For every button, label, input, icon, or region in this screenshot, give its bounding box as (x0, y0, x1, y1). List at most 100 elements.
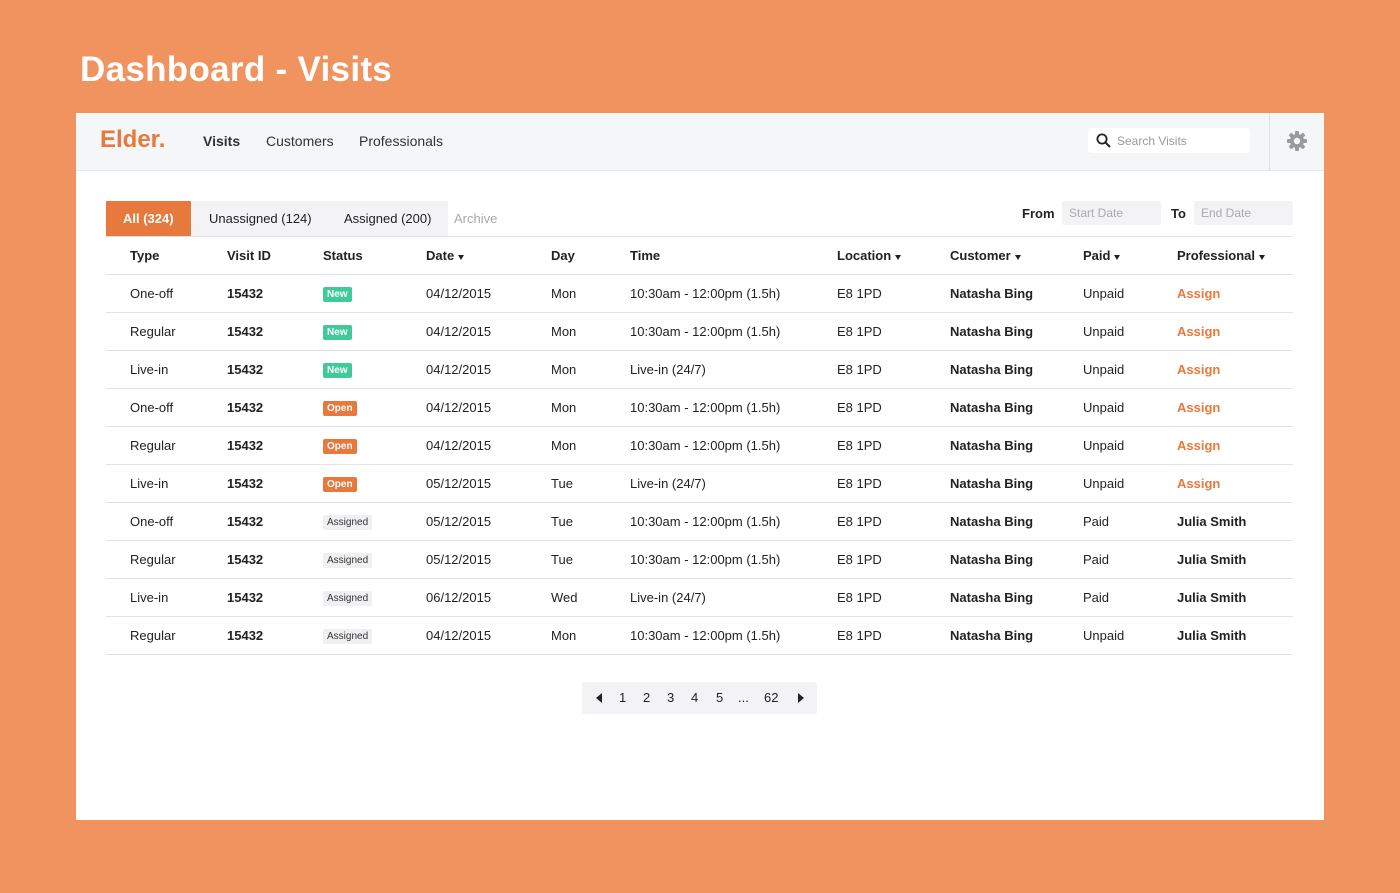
cell-text: Live-in (130, 476, 169, 491)
table-cell: Tue (551, 464, 630, 503)
table-cell: Mon (551, 616, 630, 655)
table-cell: 05/12/2015 (426, 502, 551, 541)
table-row: One-off 15432 Open 04/12/2015 Mon 10:30am - 1… (106, 388, 1293, 427)
table-cell: Natasha Bing (950, 388, 1083, 427)
professional[interactable]: Julia Smith (1177, 628, 1247, 643)
cell-text: E8 1PD (837, 286, 882, 301)
table-cell: Natasha Bing (950, 312, 1083, 351)
table-cell: 15432 (227, 388, 323, 427)
table-cell: E8 1PD (837, 388, 950, 427)
cell-text: Regular (130, 324, 176, 339)
logo[interactable]: Elder. (100, 126, 166, 153)
tab[interactable]: Assigned (200) (327, 201, 449, 236)
cell-text: Natasha Bing (950, 324, 1034, 339)
table-cell: Paid (1083, 502, 1177, 541)
cell-text: Tue (551, 514, 573, 529)
next-page[interactable] (798, 693, 804, 703)
search-icon (1096, 133, 1111, 148)
sort-arrow[interactable] (1014, 255, 1021, 260)
cell-text: Live-in (130, 362, 169, 377)
column-header[interactable]: Date (426, 236, 551, 275)
column-header: Day (551, 236, 630, 275)
cell-text: Mon (551, 286, 577, 301)
table-cell: Live-in (24/7) (630, 350, 837, 389)
column-header[interactable]: Paid (1083, 236, 1177, 275)
table-cell: 04/12/2015 (426, 388, 551, 427)
nav-link[interactable]: Professionals (359, 133, 444, 149)
cell-text: Natasha Bing (950, 362, 1034, 377)
table-cell: Julia Smith (1177, 578, 1293, 617)
table-cell: 04/12/2015 (426, 274, 551, 313)
professional[interactable]: Julia Smith (1177, 514, 1247, 529)
column-header[interactable]: Location (837, 236, 950, 275)
table-cell: Natasha Bing (950, 616, 1083, 655)
column-header[interactable]: Customer (950, 236, 1083, 275)
table-cell: 15432 (227, 312, 323, 351)
cell-text: 15432 (227, 286, 264, 301)
table-cell: 10:30am - 12:00pm (1.5h) (630, 616, 837, 655)
page-link[interactable]: 62 (764, 690, 779, 705)
prev-page[interactable] (596, 693, 602, 703)
nav-link[interactable]: Customers (266, 133, 334, 149)
settings-icon[interactable] (1286, 130, 1308, 152)
cell-text: Natasha Bing (950, 438, 1034, 453)
column-header-text: Paid (1083, 248, 1111, 263)
cell-text: 10:30am - 12:00pm (1.5h) (630, 438, 781, 453)
sort-arrow[interactable] (895, 255, 902, 260)
sort-arrow[interactable] (1259, 255, 1266, 260)
column-header-text: Date (426, 248, 455, 263)
sort-arrow[interactable] (458, 255, 465, 260)
professional[interactable]: Assign (1177, 438, 1221, 453)
table-cell: 04/12/2015 (426, 426, 551, 465)
table-cell: Natasha Bing (950, 502, 1083, 541)
table-cell: 15432 (227, 540, 323, 579)
sort-arrow[interactable] (1114, 255, 1121, 260)
tab[interactable]: All (324) (106, 201, 191, 236)
start-date-input[interactable]: Start Date (1062, 201, 1161, 225)
status-badge: Assigned (323, 515, 373, 530)
table-cell: One-off (106, 502, 227, 541)
column-header-text: Location (837, 248, 892, 263)
search-box[interactable]: Search Visits (1088, 128, 1250, 153)
cell-text: E8 1PD (837, 590, 882, 605)
table-cell: Unpaid (1083, 426, 1177, 465)
table-cell: Paid (1083, 540, 1177, 579)
cell-text: 15432 (227, 514, 264, 529)
table-cell: E8 1PD (837, 426, 950, 465)
professional[interactable]: Assign (1177, 324, 1221, 339)
professional[interactable]: Assign (1177, 362, 1221, 377)
column-header-text: Professional (1177, 248, 1256, 263)
page-link[interactable]: 1 (619, 690, 627, 705)
page-link[interactable]: ... (738, 690, 749, 705)
column-header[interactable]: Professional (1177, 236, 1293, 275)
cell-text: 04/12/2015 (426, 438, 492, 453)
page-link[interactable]: 2 (643, 690, 651, 705)
cell-text: 10:30am - 12:00pm (1.5h) (630, 324, 781, 339)
professional[interactable]: Julia Smith (1177, 590, 1247, 605)
column-header-text: Status (323, 248, 363, 263)
professional[interactable]: Julia Smith (1177, 552, 1247, 567)
status-badge: Assigned (323, 591, 373, 606)
table-cell: Natasha Bing (950, 350, 1083, 389)
table-cell: Live-in (24/7) (630, 578, 837, 617)
table-row: Regular 15432 Assigned 04/12/2015 Mon 10:30am… (106, 616, 1293, 655)
table-cell: Natasha Bing (950, 464, 1083, 503)
tab[interactable]: Unassigned (124) (192, 201, 329, 236)
table-cell: New (323, 312, 426, 351)
page-link[interactable]: 5 (716, 690, 724, 705)
end-date-input[interactable]: End Date (1194, 201, 1293, 225)
cell-text: Tue (551, 476, 573, 491)
page-link[interactable]: 4 (691, 690, 699, 705)
table-cell: 10:30am - 12:00pm (1.5h) (630, 274, 837, 313)
tab[interactable]: Archive (454, 211, 498, 226)
page-link[interactable]: 3 (667, 690, 675, 705)
cell-text: Natasha Bing (950, 476, 1034, 491)
professional[interactable]: Assign (1177, 286, 1221, 301)
cell-text: Live-in (130, 590, 169, 605)
table-cell: Open (323, 464, 426, 503)
professional[interactable]: Assign (1177, 400, 1221, 415)
professional[interactable]: Assign (1177, 476, 1221, 491)
table-row: Regular 15432 Assigned 05/12/2015 Tue 10:30am… (106, 540, 1293, 579)
nav-link[interactable]: Visits (203, 133, 241, 149)
search-placeholder: Search Visits (1117, 134, 1187, 148)
